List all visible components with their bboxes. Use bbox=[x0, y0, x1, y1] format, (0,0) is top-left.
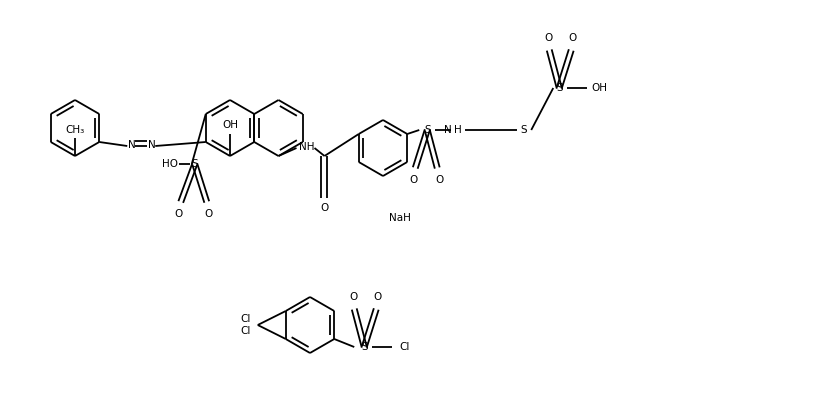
Text: O: O bbox=[175, 209, 183, 219]
Text: O: O bbox=[544, 33, 552, 43]
Text: OH: OH bbox=[592, 83, 607, 93]
Text: Cl: Cl bbox=[241, 314, 251, 324]
Text: S: S bbox=[520, 125, 526, 135]
Text: HO: HO bbox=[162, 159, 178, 169]
Text: O: O bbox=[321, 203, 329, 213]
Text: S: S bbox=[556, 83, 562, 93]
Text: S: S bbox=[361, 342, 367, 352]
Text: O: O bbox=[409, 175, 417, 185]
Text: N: N bbox=[149, 140, 156, 150]
Text: N: N bbox=[445, 125, 452, 135]
Text: N: N bbox=[128, 140, 136, 150]
Text: O: O bbox=[349, 292, 357, 302]
Text: O: O bbox=[435, 175, 443, 185]
Text: H: H bbox=[455, 125, 462, 135]
Text: CH₃: CH₃ bbox=[65, 125, 85, 135]
Text: O: O bbox=[373, 292, 381, 302]
Text: S: S bbox=[192, 159, 198, 169]
Text: O: O bbox=[568, 33, 576, 43]
Text: OH: OH bbox=[222, 120, 238, 130]
Text: O: O bbox=[205, 209, 213, 219]
Text: S: S bbox=[424, 125, 431, 135]
Text: NH: NH bbox=[299, 142, 314, 152]
Text: Cl: Cl bbox=[241, 326, 251, 336]
Text: Cl: Cl bbox=[399, 342, 410, 352]
Text: NaH: NaH bbox=[389, 213, 411, 223]
